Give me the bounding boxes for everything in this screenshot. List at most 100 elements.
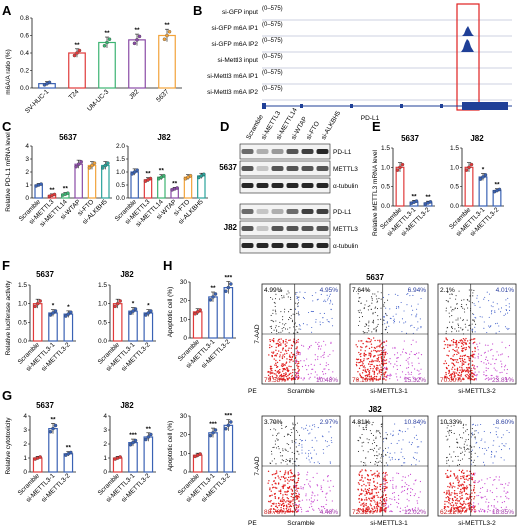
panel-d-lane-label: si-ALKBH5 (320, 110, 342, 141)
quadrant-ur: 10.84% (404, 419, 426, 426)
panel-d-j82-band (256, 243, 269, 248)
panel-d-5637-band (271, 149, 284, 154)
track-row-1: si-GFP input (0–575) (222, 6, 512, 21)
panel-c-j82-ytick: 0.0 (116, 195, 125, 202)
quadrant-ll: 70.00% (440, 377, 462, 384)
quadrant-lr: 15.32% (404, 377, 426, 384)
panel-f-cell-j82: J82 (120, 270, 134, 279)
quadrant-lr: 23.81% (492, 377, 514, 384)
panel-d-5637-band-label: METTL3 (333, 166, 358, 173)
panel-e-j82-bar (464, 166, 474, 207)
panel-h-j82-ytick: 10 (180, 450, 188, 457)
panel-g-5637-ytick: 2 (23, 441, 27, 448)
panel-d-5637-cell: 5637 (219, 163, 237, 172)
panel-d-j82-band (286, 243, 299, 248)
panel-c-5637-ytick: 1 (25, 182, 29, 189)
panel-g-5637-ytick: 3 (23, 427, 27, 434)
track-label-3: si-GFP m6A IP2 (212, 41, 259, 48)
panel-a-ytick: 0.6 (20, 33, 29, 40)
flow-plot-j82-2: 4.81% 10.84% 72.32% 12.02% si-METTL3-1 (349, 415, 429, 527)
quadrant-lr: 12.02% (404, 509, 426, 516)
panel-d-5637-band (316, 183, 329, 188)
panel-c-5637-sig: ** (63, 186, 69, 193)
quadrant-ll: 62.22% (440, 509, 462, 516)
flow-sample-label: Scramble (287, 388, 315, 395)
panel-h-j82-ytick: 0 (183, 469, 187, 476)
panel-d-5637-band-label: α-tubulin (333, 183, 358, 190)
panel-c-5637-ytick: 2 (25, 169, 29, 176)
panel-d-5637-band (241, 183, 254, 188)
panel-a-ytick: 0.2 (20, 68, 29, 75)
panel-h-5637-sig: ** (210, 285, 216, 292)
panel-c-j82-ytick: 1.5 (116, 156, 125, 163)
panel-d-5637-band (301, 183, 314, 188)
panel-d-j82-band-label: PD-L1 (333, 209, 352, 216)
panel-letter-c: C (2, 119, 12, 134)
panel-g-5637-ytick: 1 (23, 455, 27, 462)
panel-d-5637-band (286, 183, 299, 188)
quadrant-ul: 4.81% (352, 419, 371, 426)
panel-letter-e: E (372, 119, 381, 134)
panel-f-5637-ytick: 1.0 (18, 301, 27, 308)
gene-label: PD-L1 (361, 115, 380, 122)
quadrant-ul: 10.33% (440, 419, 462, 426)
panel-e-cell-j82: J82 (470, 134, 484, 143)
panel-d-5637-band (301, 166, 314, 171)
flow-plot-5637-3: 2.1% 4.01% 70.00% 23.81% si-METTL3-2 (437, 283, 517, 395)
panel-letter-f: F (2, 258, 10, 273)
panel-h-ylabel-1: Apoptotic cell (%) (167, 287, 174, 338)
panel-d-5637-blot-strip (239, 177, 331, 194)
panel-c-cell-j82: J82 (157, 133, 171, 142)
panel-g-j82-ytick: 2 (103, 441, 107, 448)
panel-e-j82-ytick: 0.0 (450, 203, 459, 210)
panel-d-j82-blot-strip (239, 237, 331, 254)
panel-f-5637-bar (32, 303, 43, 342)
panel-c-5637-bar (101, 164, 110, 199)
panel-d-5637-band (286, 149, 299, 154)
flow-sample-label: si-METTL3-2 (458, 388, 496, 395)
panel-b-tracks: si-GFP input (0–575) si-GFP m6A IP1 (0–5… (207, 3, 512, 122)
panel-e-j82-ytick: 0.5 (450, 184, 459, 191)
quadrant-ul: 2.1% (440, 287, 455, 294)
panel-d-j82-band (241, 243, 254, 248)
track-label-6: si-Mettl3 m6A IP2 (207, 89, 258, 96)
panel-d-5637-band (256, 183, 269, 188)
panel-c-j82-ytick: 0.5 (116, 182, 125, 189)
panel-g-5637-ytick: 4 (23, 413, 27, 420)
quadrant-ur: 2.97% (320, 419, 339, 426)
panel-a-sig: ** (74, 42, 80, 49)
panel-a-chart: 0.0 0.2 0.4 0.6 0.8 SV-HUC-1 ** T24 ** UM-UC-3 ** J… (20, 15, 182, 115)
panel-g-j82-sig: ** (146, 426, 152, 433)
quadrant-lr: 4.48% (320, 509, 339, 516)
panel-c-charts: 01234Scramble**si-METTL3**si-METTL14si-W… (18, 143, 208, 228)
panel-d-j82-band (241, 226, 254, 231)
panel-e-j82-sig: * (482, 167, 485, 174)
panel-c-j82-ytick: 2.0 (116, 143, 125, 150)
panel-h-j82-bar (223, 424, 234, 473)
panel-h-5637-ytick: 30 (180, 279, 188, 286)
panel-f-j82-sig: * (147, 303, 150, 310)
panel-d-5637-band (301, 149, 314, 154)
panel-f-5637-sig: * (67, 304, 70, 311)
panel-g-j82-ytick: 0 (103, 469, 107, 476)
panel-d-5637-band (316, 149, 329, 154)
flow-sample-label: si-METTL3-1 (370, 520, 408, 527)
panel-e-5637-ytick: 1.0 (381, 164, 390, 171)
panel-h-j82-ytick: 20 (180, 432, 188, 439)
quadrant-ul: 3.79% (264, 419, 283, 426)
panel-h-5637-ytick: 10 (180, 316, 188, 323)
panel-d-j82-band (271, 226, 284, 231)
panel-d-5637-band (256, 166, 269, 171)
panel-e-ylabel: Relative METTL3 mRNA level (372, 149, 379, 236)
panel-d-j82-band (301, 209, 314, 214)
panel-f-j82-sig: * (132, 301, 135, 308)
panel-f-charts: 0.00.51.01.5Scramble*si-METTL3-1*si-METT… (17, 282, 156, 373)
panel-c-j82-sig: ** (172, 180, 178, 187)
panel-a-sig: ** (104, 30, 110, 37)
flow-plot-j82-1: 3.79% 2.97% 88.76% 4.48% Scramble 7-AAD PE (248, 415, 341, 527)
panel-f-5637-bar (63, 313, 74, 342)
panel-d-5637-band (316, 166, 329, 171)
panel-a-bar (98, 41, 116, 89)
